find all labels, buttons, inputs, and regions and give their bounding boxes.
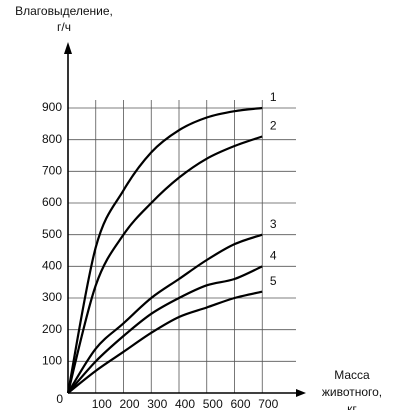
y-tick-label: 400 <box>42 259 62 273</box>
x-axis-label: Масса <box>334 368 370 382</box>
x-tick-label: 200 <box>119 397 139 410</box>
x-axis-label: животного, <box>322 385 382 399</box>
y-tick-label: 700 <box>42 164 62 178</box>
curve-label: 4 <box>270 249 277 263</box>
curve-label: 2 <box>270 119 277 133</box>
y-tick-label: 500 <box>42 227 62 241</box>
y-axis-label: Влаговыделение, <box>15 4 113 18</box>
y-axis-label: г/ч <box>57 20 71 34</box>
x-tick-label: 100 <box>92 397 112 410</box>
y-tick-label: 200 <box>42 322 62 336</box>
curve <box>67 265 263 394</box>
x-tick-label: 400 <box>175 397 195 410</box>
curve <box>66 135 263 394</box>
curve <box>67 290 263 394</box>
x-tick-label: 300 <box>147 397 167 410</box>
x-tick-label: 500 <box>203 397 223 410</box>
y-axis-arrow <box>64 42 72 54</box>
curve-label: 3 <box>270 217 277 231</box>
y-tick-label: 600 <box>42 195 62 209</box>
y-tick-label: 300 <box>42 290 62 304</box>
y-tick-label: 0 <box>56 392 63 406</box>
y-tick-label: 100 <box>42 354 62 368</box>
curve-label: 5 <box>270 274 277 288</box>
x-axis-label: кг <box>347 402 357 410</box>
y-tick-label: 800 <box>42 132 62 146</box>
curve-label: 1 <box>270 90 277 104</box>
curve <box>66 106 263 394</box>
x-axis-arrow <box>296 389 306 397</box>
curve <box>67 233 263 394</box>
x-tick-label: 700 <box>258 397 278 410</box>
y-tick-label: 900 <box>42 100 62 114</box>
x-tick-label: 600 <box>230 397 250 410</box>
